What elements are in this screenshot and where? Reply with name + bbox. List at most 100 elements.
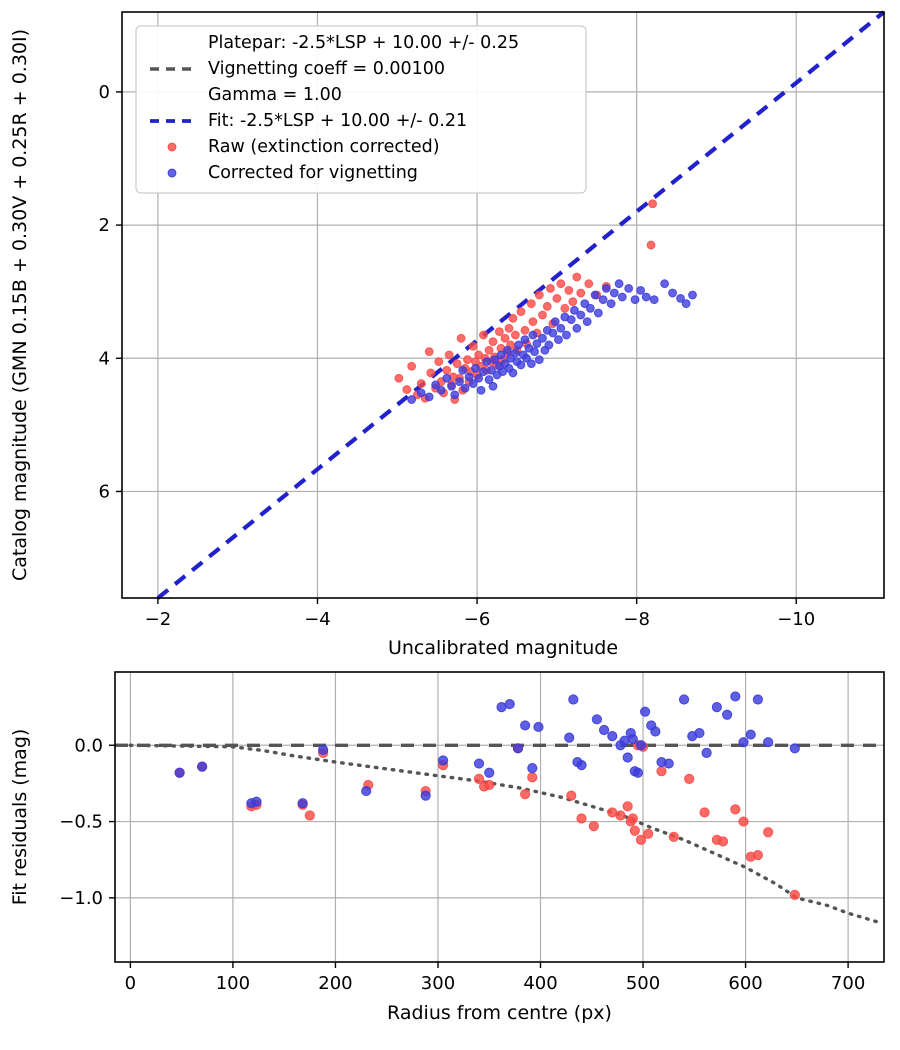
data-point	[648, 199, 658, 209]
y-tick-label: 4	[99, 348, 110, 369]
data-point	[556, 323, 566, 333]
data-point	[416, 379, 426, 388]
data-point	[590, 290, 600, 300]
data-point	[527, 763, 538, 774]
data-point	[500, 333, 510, 343]
data-point	[576, 310, 586, 320]
data-point	[763, 827, 774, 838]
data-point	[568, 694, 579, 705]
data-point	[484, 767, 495, 778]
data-point	[464, 372, 474, 382]
data-point	[527, 772, 538, 783]
data-point	[474, 373, 484, 383]
data-point	[635, 834, 647, 845]
data-point	[668, 288, 677, 298]
data-point	[552, 293, 562, 303]
data-point	[426, 368, 436, 378]
data-point	[627, 813, 638, 824]
lower-yaxis-label: Fit residuals (mag)	[9, 729, 31, 906]
lower-axes-frame	[114, 671, 885, 963]
data-point	[504, 698, 515, 710]
data-point	[516, 307, 526, 317]
data-point	[660, 279, 669, 289]
legend-swatch-dot-blue	[167, 168, 177, 178]
data-point	[591, 714, 603, 725]
data-point	[717, 836, 729, 847]
data-point	[455, 377, 464, 386]
data-point	[407, 395, 417, 404]
data-point	[479, 367, 488, 376]
data-point	[473, 758, 485, 769]
data-point	[649, 295, 659, 305]
data-point	[484, 375, 494, 384]
data-point	[420, 790, 431, 801]
legend-entry: Raw (extinction corrected)	[167, 137, 440, 157]
data-point	[570, 305, 579, 315]
data-point	[542, 301, 552, 311]
data-point	[516, 360, 526, 370]
data-point	[460, 383, 470, 393]
data-point	[722, 709, 733, 720]
data-point	[576, 760, 587, 771]
data-point	[544, 340, 554, 350]
data-point	[526, 359, 536, 369]
data-point	[629, 825, 640, 836]
data-point	[251, 796, 262, 807]
data-point	[730, 804, 741, 815]
legend-entry: Fit: -2.5*LSP + 10.00 +/- 0.21	[150, 111, 467, 131]
lower-series-raw	[174, 740, 800, 900]
data-point	[564, 732, 575, 743]
data-point	[554, 335, 563, 345]
data-point	[520, 789, 531, 800]
data-point	[508, 313, 518, 323]
data-point	[636, 285, 646, 295]
data-point	[490, 355, 500, 365]
data-point	[598, 295, 608, 305]
data-point	[607, 731, 618, 742]
data-point	[639, 706, 651, 717]
data-point	[447, 381, 456, 391]
data-point	[468, 379, 478, 388]
x-tick-label: −10	[777, 609, 815, 630]
y-tick-label: −1.0	[59, 888, 103, 909]
data-point	[562, 330, 571, 340]
data-point	[488, 337, 498, 347]
data-point	[452, 359, 462, 369]
data-point	[304, 810, 315, 821]
x-tick-label: 300	[421, 973, 455, 994]
data-point	[424, 392, 434, 402]
data-point	[456, 333, 466, 343]
data-point	[789, 889, 800, 900]
y-tick-label: 2	[99, 215, 110, 236]
data-point	[532, 339, 542, 349]
data-point	[482, 357, 492, 367]
data-point	[318, 744, 329, 755]
data-point	[528, 317, 538, 327]
data-point	[534, 290, 544, 300]
data-point	[502, 345, 512, 355]
data-point	[572, 323, 582, 333]
data-point	[745, 729, 756, 740]
data-point	[584, 279, 594, 289]
data-point	[450, 390, 460, 400]
data-point	[476, 385, 486, 395]
data-point	[484, 779, 495, 791]
data-point	[593, 308, 603, 318]
data-point	[548, 328, 558, 338]
data-point	[530, 347, 539, 357]
data-point	[434, 357, 444, 367]
legend-entry: Platepar: -2.5*LSP + 10.00 +/- 0.25	[208, 33, 519, 53]
legend-label: Gamma = 1.00	[208, 85, 342, 105]
data-point	[473, 773, 485, 784]
data-point	[701, 747, 712, 758]
data-point	[514, 340, 523, 350]
data-point	[617, 292, 627, 302]
data-point	[520, 720, 531, 731]
data-point	[550, 317, 560, 327]
data-point	[197, 761, 208, 772]
fit-line	[156, 10, 886, 600]
data-point	[568, 297, 578, 307]
data-point	[528, 330, 538, 340]
legend-swatch-dot-red	[167, 142, 177, 152]
data-point	[522, 353, 531, 363]
